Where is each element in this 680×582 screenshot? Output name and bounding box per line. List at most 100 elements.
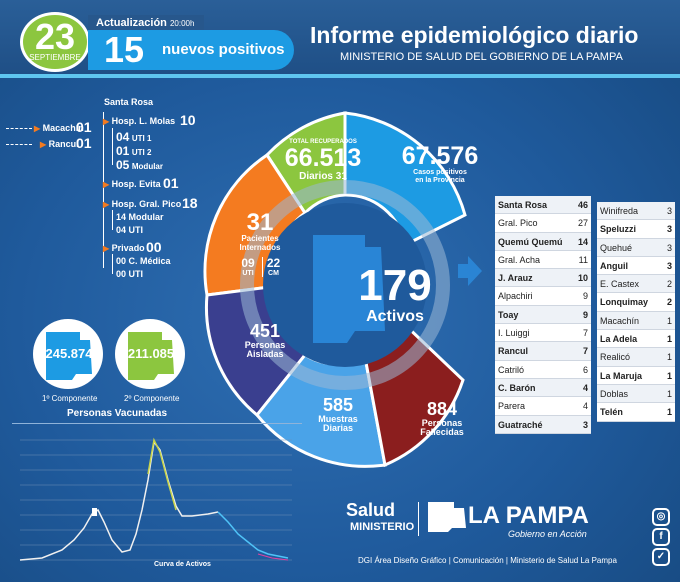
recovered-value: 66.513 [284, 144, 362, 173]
first-dose-value: 245.874 [45, 346, 93, 361]
arrow-icon: ▶ [34, 124, 41, 133]
cm-label: CM [268, 269, 279, 277]
samples-box: 585 Muestras Diarias [300, 396, 376, 434]
locality-row: Toay 9 [495, 305, 591, 325]
locality-count: 6 [582, 364, 588, 375]
deaths-value: 884 [426, 399, 458, 419]
locality-count: 9 [582, 309, 588, 320]
positive-value: 67.576 [401, 142, 479, 170]
tree-molas-mod-count: 05 [116, 158, 130, 172]
locality-name: Telén [600, 407, 623, 418]
locality-row: Gral. Pico 27 [495, 214, 591, 233]
arrow-icon: ▶ [103, 244, 110, 253]
update-text: Actualización [96, 17, 167, 29]
locality-count: 3 [666, 206, 672, 216]
page-subtitle: MINISTERIO DE SALUD DEL GOBIERNO DE LA P… [340, 51, 623, 63]
locality-count: 4 [582, 382, 588, 393]
locality-row: Quehué 3 [597, 238, 675, 257]
locality-row: J. Arauz 10 [495, 269, 591, 288]
arrow-icon: ▶ [103, 180, 110, 189]
uti-box: 09 UTI [237, 257, 259, 277]
locality-row: Winifreda 3 [597, 202, 675, 221]
locality-count: 3 [582, 419, 588, 430]
locality-row: Alpachiri 9 [495, 287, 591, 306]
locality-name: Speluzzi [600, 224, 637, 235]
locality-count: 1 [666, 370, 672, 381]
locality-row: Realicó 1 [597, 348, 675, 367]
locality-name: I. Luiggi [498, 328, 530, 339]
locality-row: Lonquimay 2 [597, 293, 675, 312]
locality-count: 4 [582, 401, 588, 412]
tree-macachin-label: ▶ Macachín [34, 123, 84, 133]
localities-table-left: Santa Rosa 46 Gral. Pico 27 Quemú Quemú 14 Gra… [495, 196, 591, 434]
uti-value: 09 [241, 256, 255, 270]
deaths-label-2: Fallecidas [420, 427, 464, 438]
locality-row: La Adela 1 [597, 330, 675, 349]
deaths-label-1: Personas [421, 417, 463, 428]
recovered-daily-value: 31 [335, 170, 347, 182]
facebook-icon[interactable]: f [652, 528, 670, 546]
twitter-icon[interactable]: ✓ [652, 548, 670, 566]
new-positives-count: 15 [104, 29, 145, 70]
update-label: Actualización 20:00h [88, 15, 204, 31]
locality-row: Doblas 1 [597, 384, 675, 404]
brand-salud: Salud [346, 500, 396, 520]
locality-count: 27 [577, 218, 588, 229]
tree-privado-label: ▶ Privado [103, 243, 145, 253]
locality-row: Guatraché 3 [495, 415, 591, 434]
tree-molas-label: ▶ Hosp. L. Molas [103, 116, 175, 126]
divider [12, 423, 302, 424]
tree-branch [112, 254, 113, 274]
locality-count: 2 [666, 279, 672, 290]
positive-label-1: Casos positivos [413, 169, 467, 177]
tree-molas-uti2-label: UTI 2 [131, 148, 152, 157]
date-month: SEPTIEMBRE [29, 53, 81, 62]
tree-privado: Privado [111, 243, 145, 253]
active-value: 179 [358, 261, 432, 310]
brand-divider [418, 502, 419, 536]
locality-name: J. Arauz [498, 273, 533, 284]
cm-box: 22 CM [262, 257, 284, 277]
locality-count: 10 [577, 273, 588, 284]
locality-count: 1 [666, 334, 672, 345]
tree-branch [112, 128, 113, 165]
locality-row: C. Barón 4 [495, 378, 591, 398]
brand-ministerio: MINISTERIO [350, 521, 415, 533]
positive-box: 67.576 Casos positivos en la Provincia [394, 143, 486, 184]
tree-rancul-count: 01 [76, 135, 92, 151]
uti-label: UTI [242, 269, 254, 277]
arrow-right-icon [458, 256, 482, 286]
locality-count: 1 [666, 352, 672, 363]
interned-box: 31 Pacientes Internados [224, 210, 296, 252]
active-label: Activos [366, 308, 424, 326]
locality-name: Realicó [600, 352, 631, 363]
tree-molas-uti1-count: 04 [116, 130, 130, 144]
tree-pico-count: 18 [182, 195, 198, 211]
locality-count: 9 [582, 291, 588, 302]
isolated-label-2: Aisladas [246, 349, 284, 360]
locality-count: 1 [666, 315, 672, 326]
tree-molas-mod-label: Modular [131, 162, 163, 171]
locality-count: 2 [666, 297, 672, 308]
page-title: Informe epidemiológico diario [310, 22, 639, 48]
date-day: 23 [34, 16, 76, 57]
locality-row: Parera 4 [495, 397, 591, 416]
locality-name: Parera [498, 401, 526, 412]
samples-label-2: Diarias [322, 423, 354, 434]
locality-row: Telén 1 [597, 403, 675, 422]
interned-value: 31 [246, 209, 274, 236]
inner-ring [240, 180, 450, 390]
tree-molas-uti1: 04 UTI 1 [116, 130, 151, 144]
recovered-box: TOTAL RECUPERADOS 66.513 Diarios 31 [278, 139, 368, 182]
active-box: 179 Activos [335, 261, 455, 326]
locality-name: Winifreda [600, 206, 639, 216]
locality-name: La Adela [600, 334, 638, 345]
tree-evita: Hosp. Evita [111, 179, 161, 189]
second-dose-badge [115, 319, 185, 389]
instagram-icon[interactable]: ◎ [652, 508, 670, 526]
locality-count: 11 [578, 254, 588, 265]
isolated-value: 451 [249, 321, 281, 341]
tree-molas-uti2-count: 01 [116, 144, 130, 158]
locality-name: Lonquimay [600, 297, 649, 308]
